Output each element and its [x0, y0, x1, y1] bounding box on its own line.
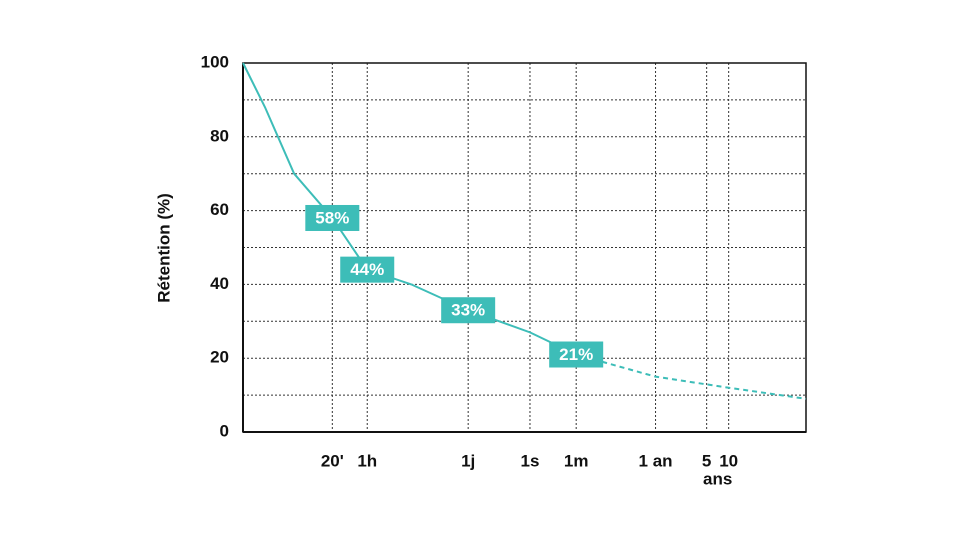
- x-tick-label: 1 an: [639, 451, 673, 470]
- y-tick-label: 80: [210, 126, 229, 145]
- value-label: 58%: [315, 208, 349, 227]
- value-label: 21%: [559, 345, 593, 364]
- y-tick-label: 40: [210, 274, 229, 293]
- x-tick-label: 5: [702, 451, 711, 470]
- x-tick-label: 1s: [521, 451, 540, 470]
- y-tick-label: 100: [201, 52, 229, 71]
- value-label-box: [305, 204, 360, 231]
- y-tick-label: 0: [220, 421, 229, 440]
- x-tick-label: 10: [719, 451, 738, 470]
- line: [242, 62, 577, 356]
- value-label-box: [549, 341, 604, 368]
- value-label-box: [340, 256, 395, 283]
- x-note: ans: [703, 469, 732, 488]
- y-tick-label: 60: [210, 200, 229, 219]
- y-axis-label: Rétention (%): [154, 193, 173, 303]
- value-label-box: [441, 297, 496, 324]
- line: [575, 353, 807, 400]
- x-tick-label: 20': [321, 451, 344, 470]
- y-tick-label: 20: [210, 348, 229, 367]
- value-label: 44%: [350, 260, 384, 279]
- x-tick-label: 1j: [461, 451, 475, 470]
- x-tick-label: 1m: [564, 451, 589, 470]
- x-tick-label: 1h: [357, 451, 377, 470]
- value-label: 33%: [451, 301, 485, 320]
